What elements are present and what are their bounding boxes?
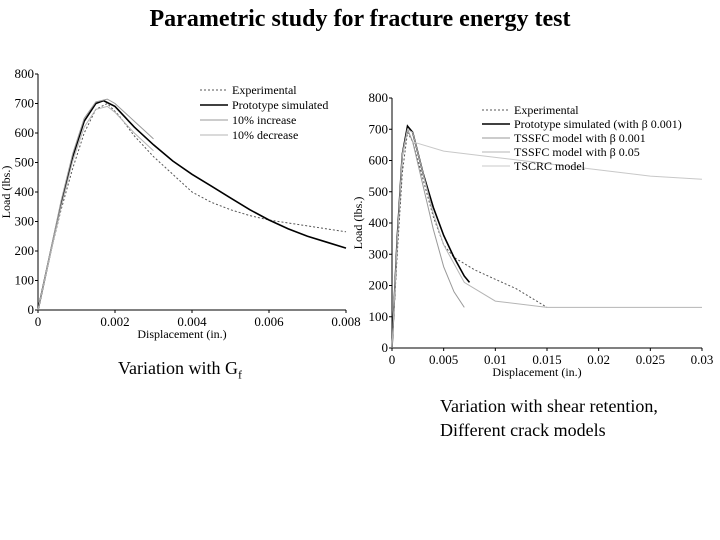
chart1-legend-entry: 10% decrease (232, 128, 298, 142)
chart2-legend-entry: TSSFC model with β 0.001 (514, 131, 646, 145)
chart2-ytick-label: 600 (369, 153, 389, 168)
chart2-xtick-label: 0.01 (484, 352, 507, 367)
chart2-xtick-label: 0.015 (532, 352, 561, 367)
chart1-ytick-label: 200 (15, 243, 35, 258)
chart2-legend-entry: Experimental (514, 103, 579, 117)
chart2-legend-entry: Prototype simulated (with β 0.001) (514, 117, 682, 131)
chart2-ytick-label: 800 (369, 90, 389, 105)
chart1-series-line-4 (37, 105, 154, 311)
caption-shear-retention: Variation with shear retention, Differen… (440, 394, 658, 442)
chart2-xtick-label: 0.03 (691, 352, 714, 367)
chart2-ytick-label: 500 (369, 184, 389, 199)
caption-gf-subscript: f (237, 367, 242, 382)
chart2-ytick-label: 0 (382, 340, 389, 355)
chart-fracture-energy-gf: 0 100 200 300 400 500 600 700 800 0 0.002 0.004 0.00… (0, 66, 361, 341)
chart1-ytick-label: 0 (28, 302, 35, 317)
chart2-ytick-label: 100 (369, 309, 389, 324)
chart-shear-retention: 0 100 200 300 400 500 600 700 800 0 0.005 0.01 0.015… (351, 90, 713, 379)
chart1-ytick-label: 800 (15, 66, 35, 81)
chart2-series-line-4 (391, 128, 702, 349)
chart1-legend-entry: Experimental (232, 83, 297, 97)
chart1-series-line-3 (37, 98, 154, 311)
chart1-xtick-label: 0 (35, 314, 42, 329)
caption-variation-gf: Variation with Gf (118, 356, 242, 387)
chart2-xtick-label: 0 (389, 352, 396, 367)
chart2-ytick-label: 400 (369, 215, 389, 230)
chart2-xtick-label: 0.025 (636, 352, 665, 367)
chart2-legend-entry: TSSFC model with β 0.05 (514, 145, 640, 159)
chart1-series-line-2 (37, 99, 347, 311)
chart1-xlabel: Displacement (in.) (137, 327, 226, 341)
chart2-ytick-label: 200 (369, 278, 389, 293)
chart2-xlabel: Displacement (in.) (492, 365, 581, 379)
chart1-ytick-label: 700 (15, 96, 35, 111)
caption-shear-line1: Variation with shear retention, (440, 396, 658, 416)
chart2-ytick-label: 700 (369, 121, 389, 136)
chart2-ylabel: Load (lbs.) (351, 197, 365, 250)
chart1-legend-entry: 10% increase (232, 113, 296, 127)
chart1-ytick-label: 600 (15, 125, 35, 140)
chart1-series-line-1 (37, 102, 347, 311)
chart2-series-line-5 (412, 141, 703, 180)
chart1-ytick-label: 500 (15, 155, 35, 170)
caption-gf-text: Variation with G (118, 358, 238, 378)
chart1-ylabel: Load (lbs.) (0, 166, 13, 219)
chart2-xtick-label: 0.02 (587, 352, 610, 367)
chart2-ytick-label: 300 (369, 246, 389, 261)
chart1-xtick-label: 0.002 (100, 314, 129, 329)
chart1-ytick-label: 300 (15, 214, 35, 229)
chart2-series-line-1 (391, 130, 548, 349)
chart1-xtick-label: 0.008 (331, 314, 360, 329)
chart1-xtick-label: 0.004 (177, 314, 207, 329)
chart2-legend-entry: TSCRC model (514, 159, 586, 173)
chart1-ytick-label: 100 (15, 273, 35, 288)
page-title: Parametric study for fracture energy tes… (149, 6, 571, 32)
chart1-ytick-label: 400 (15, 184, 35, 199)
chart1-xtick-label: 0.006 (254, 314, 284, 329)
chart1-legend-entry: Prototype simulated (232, 98, 328, 112)
chart2-series-line-3 (391, 127, 465, 349)
caption-shear-line2: Different crack models (440, 420, 606, 440)
chart2-xtick-label: 0.005 (429, 352, 458, 367)
